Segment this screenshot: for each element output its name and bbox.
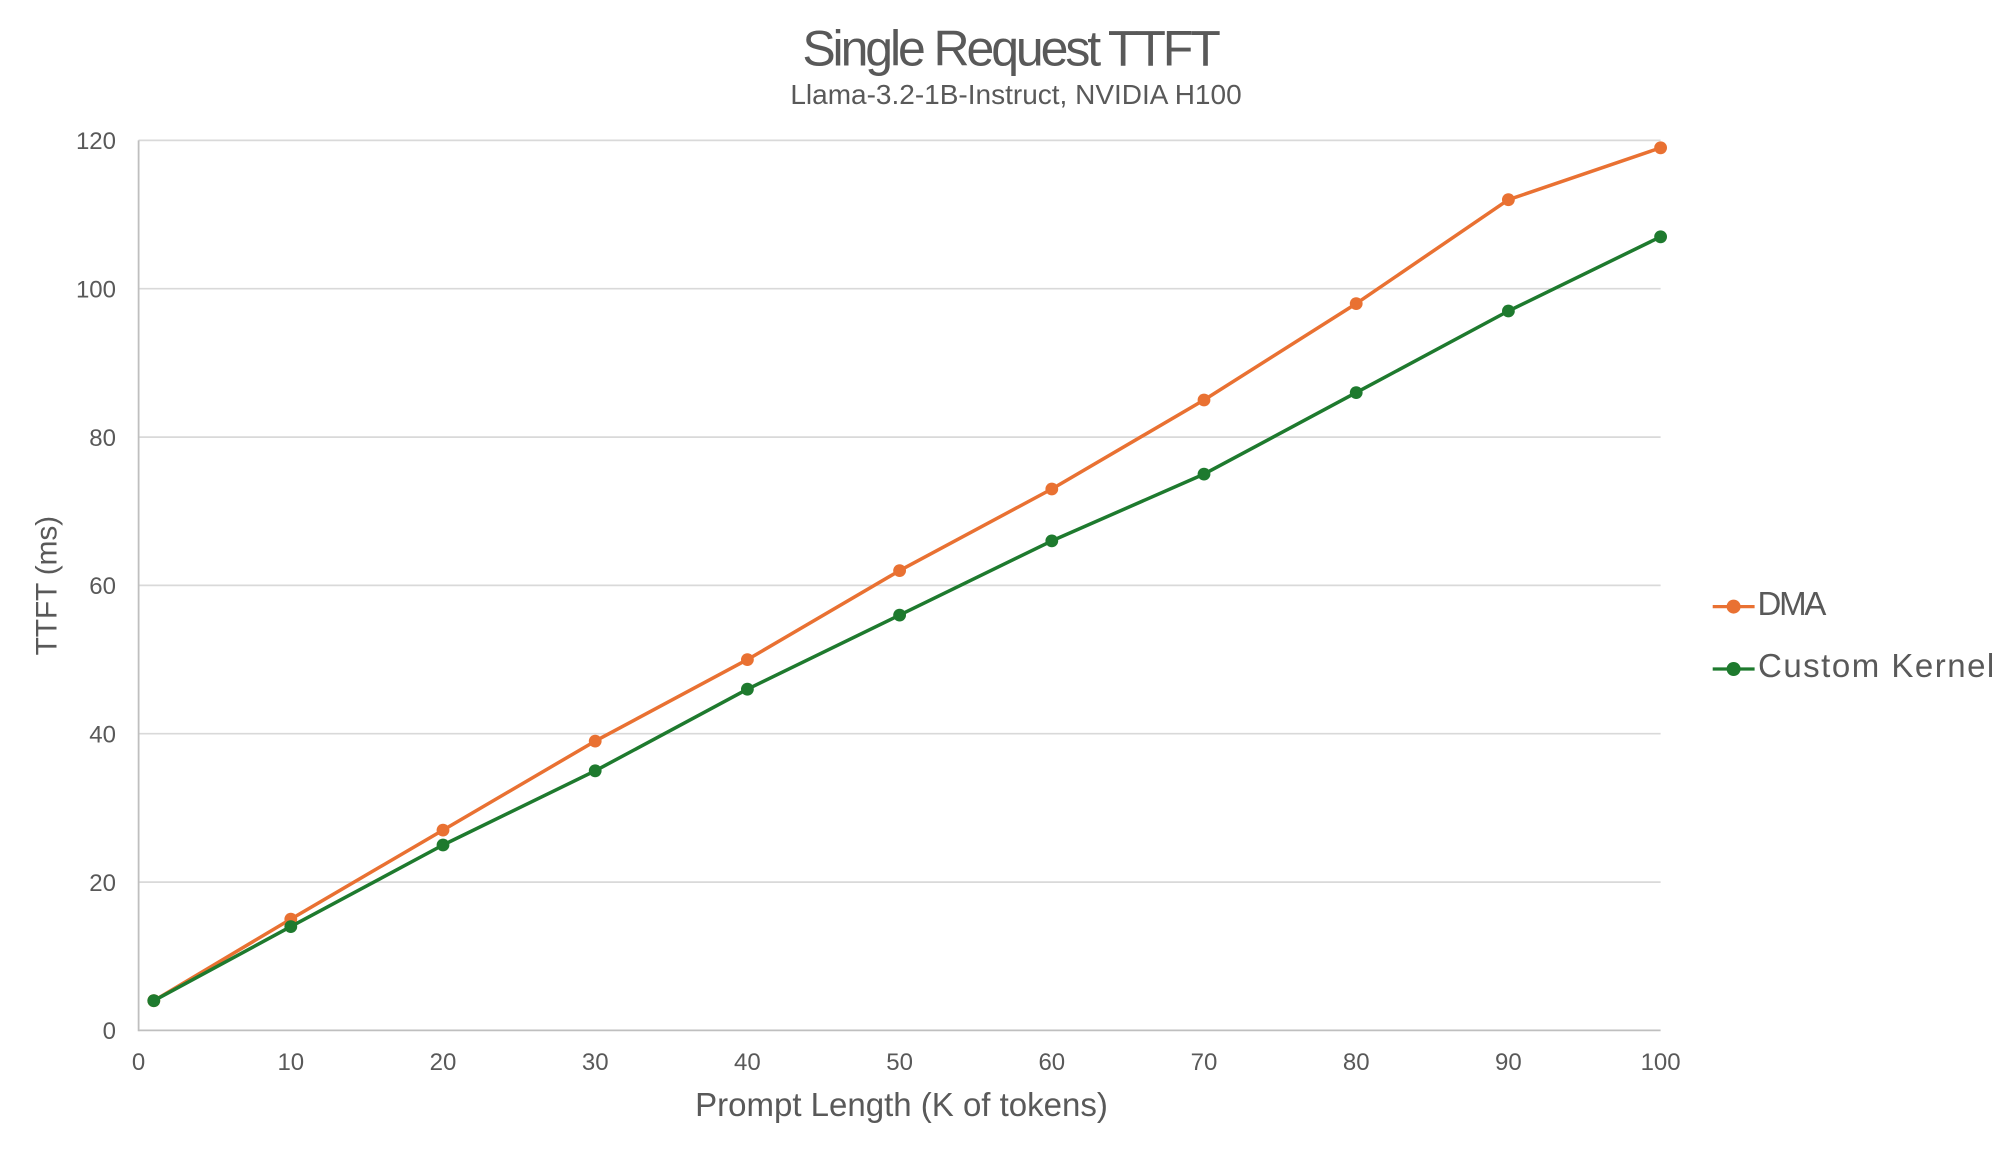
svg-text:Prompt Length (K of tokens): Prompt Length (K of tokens) xyxy=(695,1086,1108,1123)
svg-text:TTFT (ms): TTFT (ms) xyxy=(31,516,64,655)
svg-text:40: 40 xyxy=(734,1049,761,1076)
svg-text:0: 0 xyxy=(132,1049,145,1076)
svg-text:60: 60 xyxy=(89,573,116,600)
svg-text:Custom Kernel: Custom Kernel xyxy=(1758,647,1996,684)
svg-text:0: 0 xyxy=(103,1018,116,1045)
svg-text:40: 40 xyxy=(89,721,116,748)
svg-text:120: 120 xyxy=(76,128,116,155)
svg-text:100: 100 xyxy=(76,276,116,303)
svg-text:90: 90 xyxy=(1495,1049,1522,1076)
svg-text:Single Request TTFT: Single Request TTFT xyxy=(802,21,1220,77)
svg-text:30: 30 xyxy=(582,1049,609,1076)
svg-text:50: 50 xyxy=(886,1049,913,1076)
svg-text:DMA: DMA xyxy=(1758,585,1827,622)
svg-text:Llama-3.2-1B-Instruct, NVIDIA: Llama-3.2-1B-Instruct, NVIDIA H100 xyxy=(790,79,1241,110)
svg-text:80: 80 xyxy=(1343,1049,1370,1076)
svg-text:60: 60 xyxy=(1038,1049,1065,1076)
svg-text:20: 20 xyxy=(89,870,116,897)
svg-text:100: 100 xyxy=(1641,1049,1681,1076)
svg-text:70: 70 xyxy=(1191,1049,1218,1076)
svg-text:80: 80 xyxy=(89,425,116,452)
svg-text:10: 10 xyxy=(277,1049,304,1076)
svg-text:20: 20 xyxy=(430,1049,457,1076)
